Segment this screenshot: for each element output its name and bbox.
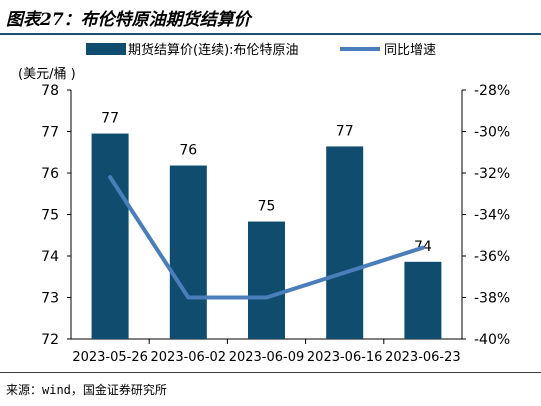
chart-legend: 期货结算价(连续):布伦特原油 同比增速 [86, 42, 436, 58]
bar-series [91, 133, 442, 339]
bar [404, 261, 442, 339]
x-tick-label: 2023-05-26 [72, 350, 148, 365]
y-right-tick-label: -34% [474, 208, 510, 224]
y-right-tick-label: -36% [474, 249, 510, 265]
y-right-tick-label: -38% [474, 291, 510, 307]
y-left-tick-label: 74 [41, 249, 59, 265]
bar-data-label: 75 [258, 199, 276, 215]
source-note: 来源：wind，国金证券研究所 [6, 383, 167, 397]
y-left-ticks: 72 73 74 75 76 77 78 [41, 83, 71, 348]
y-left-tick-label: 76 [41, 166, 59, 182]
chart-canvas: 期货结算价(连续):布伦特原油 同比增速 (美元/桶 ) 72737475767… [18, 42, 510, 365]
legend-label-bar: 期货结算价(连续):布伦特原油 [128, 42, 299, 58]
y-left-tick-label: 77 [41, 125, 59, 141]
y-left-axis-label: (美元/桶 ) [18, 67, 76, 82]
line-series [108, 175, 425, 300]
y-left-tick-label: 72 [41, 332, 59, 348]
x-ticks: 2023-05-26 2023-06-02 2023-06-09 2023-06-16… [72, 339, 461, 365]
bar-data-label: 76 [179, 143, 197, 159]
x-tick-label: 2023-06-16 [307, 350, 383, 365]
bar [169, 165, 207, 339]
bar-data-label: 77 [101, 111, 119, 127]
chart-title: 图表27：布伦特原油期货结算价 [6, 10, 251, 30]
y-right-tick-label: -32% [474, 166, 510, 182]
y-left-tick-label: 73 [41, 291, 59, 307]
y-right-tick-label: -40% [474, 332, 510, 348]
x-tick-label: 2023-06-23 [385, 350, 461, 365]
legend-swatch-bar [86, 43, 126, 55]
bar [248, 221, 285, 339]
y-left-tick-label: 75 [41, 208, 59, 224]
y-right-tick-label: -28% [474, 83, 510, 99]
y-right-ticks: -40% -38% -36% -34% -32% -30% -28% [462, 83, 510, 348]
bar [91, 133, 129, 339]
x-tick-label: 2023-06-02 [151, 350, 227, 365]
bar-data-label: 77 [336, 123, 354, 139]
title-underline [0, 33, 541, 35]
footer-rule [0, 372, 541, 373]
legend-label-line: 同比增速 [384, 43, 436, 58]
y-right-tick-label: -30% [474, 125, 510, 141]
bar [326, 146, 364, 339]
y-left-tick-label: 78 [41, 83, 59, 99]
x-tick-label: 2023-06-09 [229, 350, 305, 365]
chart-header: 图表27：布伦特原油期货结算价 [0, 0, 541, 36]
